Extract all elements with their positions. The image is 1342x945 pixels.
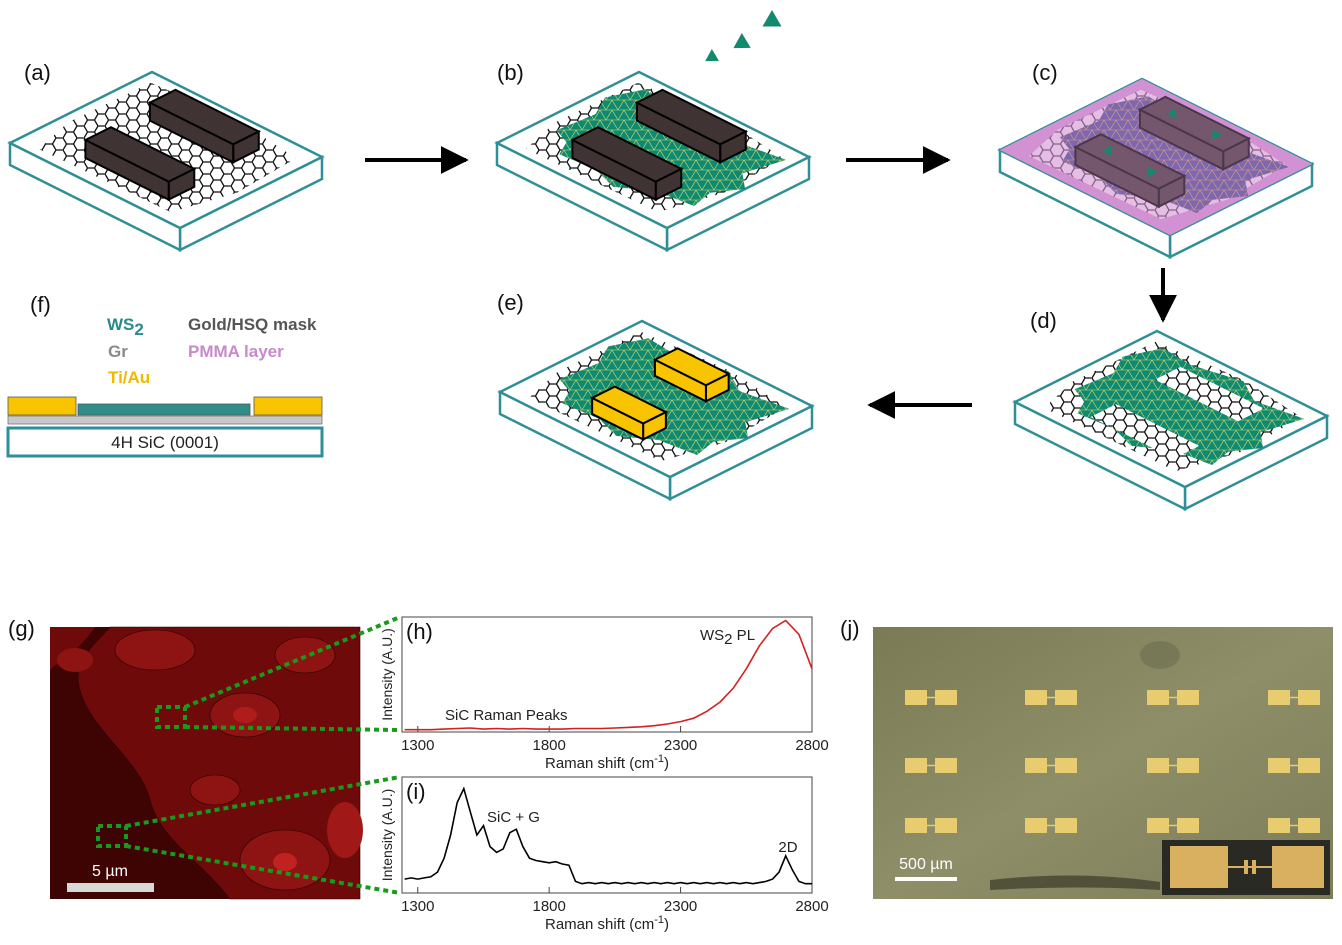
- y-axis-label: Intensity (A.U.): [379, 789, 395, 882]
- contact-pad: [1177, 758, 1199, 773]
- y-axis-label: Intensity (A.U.): [379, 628, 395, 721]
- contact-pad: [1298, 818, 1320, 833]
- contact-pad: [1268, 758, 1290, 773]
- annotation-text: 2D: [778, 839, 797, 856]
- ws2-precursor: [705, 49, 719, 61]
- x-tick-label: 1300: [401, 898, 434, 915]
- spectrum-line: [405, 789, 812, 884]
- ws2-precursor: [733, 33, 750, 48]
- scale-bar-label: 5 µm: [92, 863, 128, 880]
- x-axis-label: Raman shift (cm-1): [545, 914, 669, 933]
- x-tick-label: 2300: [664, 898, 697, 915]
- panel-label: (e): [497, 290, 524, 315]
- x-tick-label: 2800: [795, 737, 828, 754]
- x-axis-label-sup: -1: [654, 914, 664, 926]
- contact-pad: [1055, 690, 1077, 705]
- contact-pad: [905, 690, 927, 705]
- contact-pad: [1025, 818, 1047, 833]
- x-axis-label-tail: ): [664, 916, 669, 933]
- contact-pad: [1147, 818, 1169, 833]
- legend: WS2 Gold/HSQ mask Gr PMMA layer Ti/Au: [107, 315, 317, 387]
- contact-pad: [1177, 690, 1199, 705]
- annotation-text: SiC + G: [487, 809, 540, 826]
- substrate-label: 4H SiC (0001): [111, 433, 219, 452]
- legend-pmma: PMMA layer: [188, 342, 284, 361]
- annotation-tail: PL: [733, 627, 756, 644]
- scale-bar-label: 500 µm: [899, 856, 953, 873]
- panel-label: (h): [406, 619, 433, 644]
- contact-pad: [1055, 818, 1077, 833]
- x-axis-label-sup: -1: [654, 753, 664, 765]
- figure: (a) (b) (c) (d) (e) (f) (g) (j) WS2 Gold…: [0, 0, 1342, 945]
- x-axis-label: Raman shift (cm-1): [545, 753, 669, 772]
- contact-pad: [1177, 818, 1199, 833]
- legend-gr: Gr: [108, 342, 128, 361]
- panel-label: (c): [1032, 60, 1058, 85]
- panel-label: (f): [30, 292, 51, 317]
- pmma-layer: [1000, 79, 1312, 235]
- contact-pad: [1268, 690, 1290, 705]
- annotation-text: SiC Raman Peaks: [445, 707, 568, 724]
- panel-label: (i): [406, 779, 426, 804]
- legend-sub: 2: [134, 320, 143, 339]
- contact-pad: [1298, 758, 1320, 773]
- contact-pad: [1055, 758, 1077, 773]
- x-tick-label: 1300: [401, 737, 434, 754]
- x-axis-label-tail: ): [664, 755, 669, 772]
- plot-frame: [402, 777, 812, 893]
- panel-label: (d): [1030, 308, 1057, 333]
- panel-label: (g): [8, 616, 35, 641]
- ws2-precursor: [762, 10, 781, 27]
- annotation: SiC Raman Peaks: [445, 707, 568, 724]
- legend-ws2: WS2: [107, 315, 144, 339]
- contact-pad: [905, 818, 927, 833]
- annotation: WS2 PL: [700, 627, 755, 648]
- legend-mask: Gold/HSQ mask: [188, 315, 317, 334]
- x-axis-label-text: Raman shift (cm: [545, 916, 654, 933]
- contact-pad: [1025, 758, 1047, 773]
- spectra: 1300 1800 2300 2800 (h) Intensity (A.U.) Raman…: [379, 617, 829, 933]
- x-tick-label: 1800: [532, 898, 565, 915]
- micrograph: 500 µm: [873, 627, 1333, 899]
- annotation-text: WS: [700, 627, 724, 644]
- contact-pad: [905, 758, 927, 773]
- contact-pad: [1147, 758, 1169, 773]
- contact-pad: [1298, 690, 1320, 705]
- annotation: SiC + G: [487, 809, 540, 826]
- contact-pad: [1025, 690, 1047, 705]
- pl-map: 5 µm: [50, 617, 400, 899]
- panel-label: (a): [24, 60, 51, 85]
- contact-pad: [935, 818, 957, 833]
- x-tick-label: 1800: [532, 737, 565, 754]
- x-tick-label: 2800: [795, 898, 828, 915]
- legend-text: WS: [107, 315, 134, 334]
- annotation: 2D: [778, 839, 797, 856]
- cross-section: 4H SiC (0001): [8, 397, 322, 456]
- x-tick-label: 2300: [664, 737, 697, 754]
- contact-pad: [935, 690, 957, 705]
- annotation-sub: 2: [724, 631, 732, 648]
- contact-pad: [935, 758, 957, 773]
- panel-label: (b): [497, 60, 524, 85]
- x-axis-label-text: Raman shift (cm: [545, 755, 654, 772]
- panel-label: (j): [840, 616, 860, 641]
- legend-tiau: Ti/Au: [108, 368, 150, 387]
- contact-pad: [1147, 690, 1169, 705]
- contact-pad: [1268, 818, 1290, 833]
